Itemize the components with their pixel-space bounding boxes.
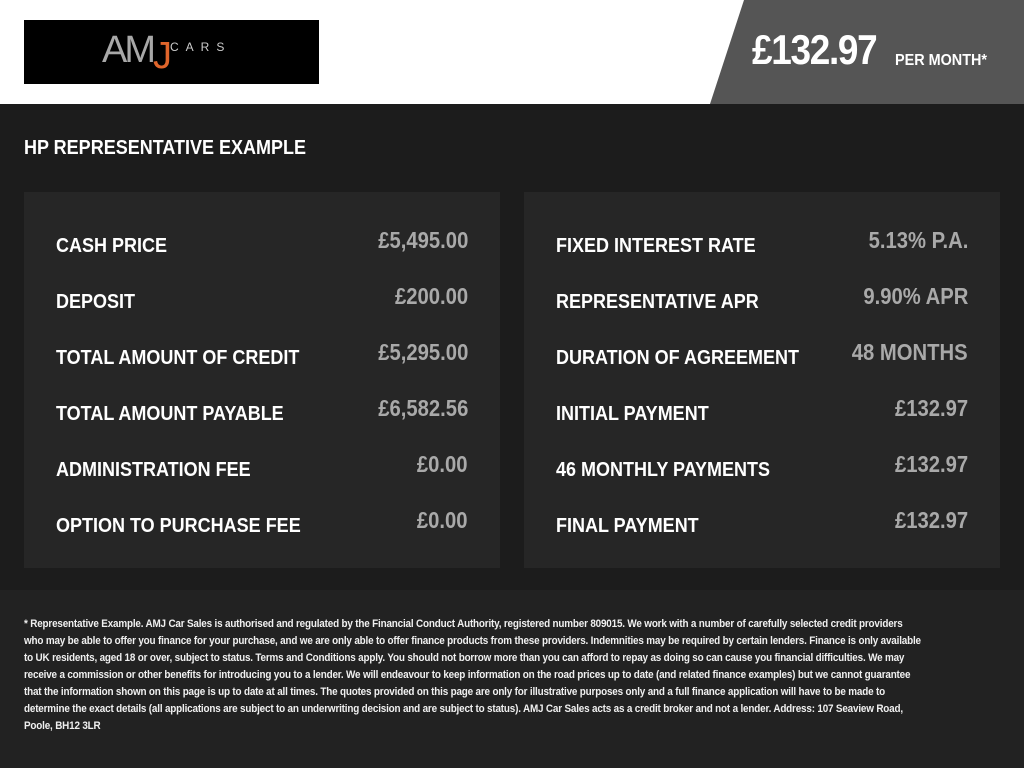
finance-label: ADMINISTRATION FEE <box>56 459 251 481</box>
footer: * Representative Example. AMJ Car Sales … <box>0 590 1024 768</box>
amj-cars-logo[interactable]: AMJ CARS <box>24 20 319 84</box>
finance-row: INITIAL PAYMENT £132.97 <box>556 395 968 426</box>
finance-value: £132.97 <box>894 395 968 421</box>
finance-value: £5,295.00 <box>377 339 468 365</box>
finance-row: DURATION OF AGREEMENT 48 MONTHS <box>556 339 968 370</box>
section-title: HP REPRESENTATIVE EXAMPLE <box>24 137 307 159</box>
finance-row: FINAL PAYMENT £132.97 <box>556 507 968 538</box>
finance-row: TOTAL AMOUNT OF CREDIT £5,295.00 <box>56 339 468 370</box>
finance-label: TOTAL AMOUNT PAYABLE <box>56 403 284 425</box>
finance-row: REPRESENTATIVE APR 9.90% APR <box>556 283 968 314</box>
finance-value: £6,582.56 <box>377 395 468 421</box>
finance-value: 48 MONTHS <box>852 339 968 365</box>
finance-panel-left: CASH PRICE £5,495.00 DEPOSIT £200.00 TOTAL A… <box>24 192 500 568</box>
monthly-price-banner: £132.97 PER MONTH* <box>710 0 1024 104</box>
finance-label: INITIAL PAYMENT <box>556 403 709 425</box>
finance-label: DURATION OF AGREEMENT <box>556 347 799 369</box>
finance-label: REPRESENTATIVE APR <box>556 291 759 313</box>
finance-label: FIXED INTEREST RATE <box>556 235 756 257</box>
finance-row: OPTION TO PURCHASE FEE £0.00 <box>56 507 468 538</box>
finance-row: DEPOSIT £200.00 <box>56 283 468 314</box>
finance-label: FINAL PAYMENT <box>556 515 699 537</box>
finance-value: £0.00 <box>417 451 468 477</box>
disclaimer-text: * Representative Example. AMJ Car Sales … <box>24 618 921 732</box>
finance-value: £0.00 <box>417 507 468 533</box>
per-month-label: PER MONTH* <box>895 52 988 69</box>
finance-row: ADMINISTRATION FEE £0.00 <box>56 451 468 482</box>
finance-row: TOTAL AMOUNT PAYABLE £6,582.56 <box>56 395 468 426</box>
finance-value: £200.00 <box>394 283 468 309</box>
monthly-price: £132.97 <box>752 26 878 73</box>
finance-row: 46 MONTHLY PAYMENTS £132.97 <box>556 451 968 482</box>
finance-row: FIXED INTEREST RATE 5.13% P.A. <box>556 227 968 258</box>
finance-value: £132.97 <box>894 507 968 533</box>
header: AMJ CARS £132.97 PER MONTH* <box>0 0 1024 104</box>
finance-label: OPTION TO PURCHASE FEE <box>56 515 301 537</box>
finance-label: 46 MONTHLY PAYMENTS <box>556 459 771 481</box>
finance-value: 5.13% P.A. <box>868 227 968 253</box>
finance-value: £5,495.00 <box>377 227 468 253</box>
finance-value: 9.90% APR <box>863 283 968 309</box>
finance-row: CASH PRICE £5,495.00 <box>56 227 468 258</box>
finance-label: CASH PRICE <box>56 235 168 257</box>
finance-label: DEPOSIT <box>56 291 136 313</box>
finance-panel-right: FIXED INTEREST RATE 5.13% P.A. REPRESENTAT… <box>524 192 1000 568</box>
finance-label: TOTAL AMOUNT OF CREDIT <box>56 347 300 369</box>
finance-value: £132.97 <box>894 451 968 477</box>
